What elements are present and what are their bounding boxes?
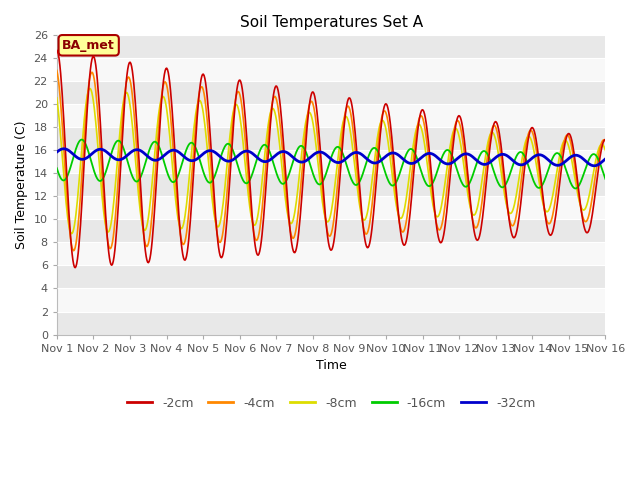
Bar xyxy=(57,242,605,265)
Bar xyxy=(57,196,605,219)
Bar xyxy=(57,265,605,288)
Bar xyxy=(57,150,605,173)
Bar xyxy=(57,59,605,82)
Bar xyxy=(57,104,605,127)
Bar xyxy=(57,312,605,335)
Text: BA_met: BA_met xyxy=(62,39,115,52)
Legend: -2cm, -4cm, -8cm, -16cm, -32cm: -2cm, -4cm, -8cm, -16cm, -32cm xyxy=(122,392,540,415)
Bar xyxy=(57,36,605,59)
Y-axis label: Soil Temperature (C): Soil Temperature (C) xyxy=(15,120,28,249)
Bar xyxy=(57,82,605,104)
Bar xyxy=(57,127,605,150)
Bar xyxy=(57,219,605,242)
Bar xyxy=(57,173,605,196)
Bar xyxy=(57,288,605,312)
X-axis label: Time: Time xyxy=(316,359,346,372)
Title: Soil Temperatures Set A: Soil Temperatures Set A xyxy=(239,15,422,30)
